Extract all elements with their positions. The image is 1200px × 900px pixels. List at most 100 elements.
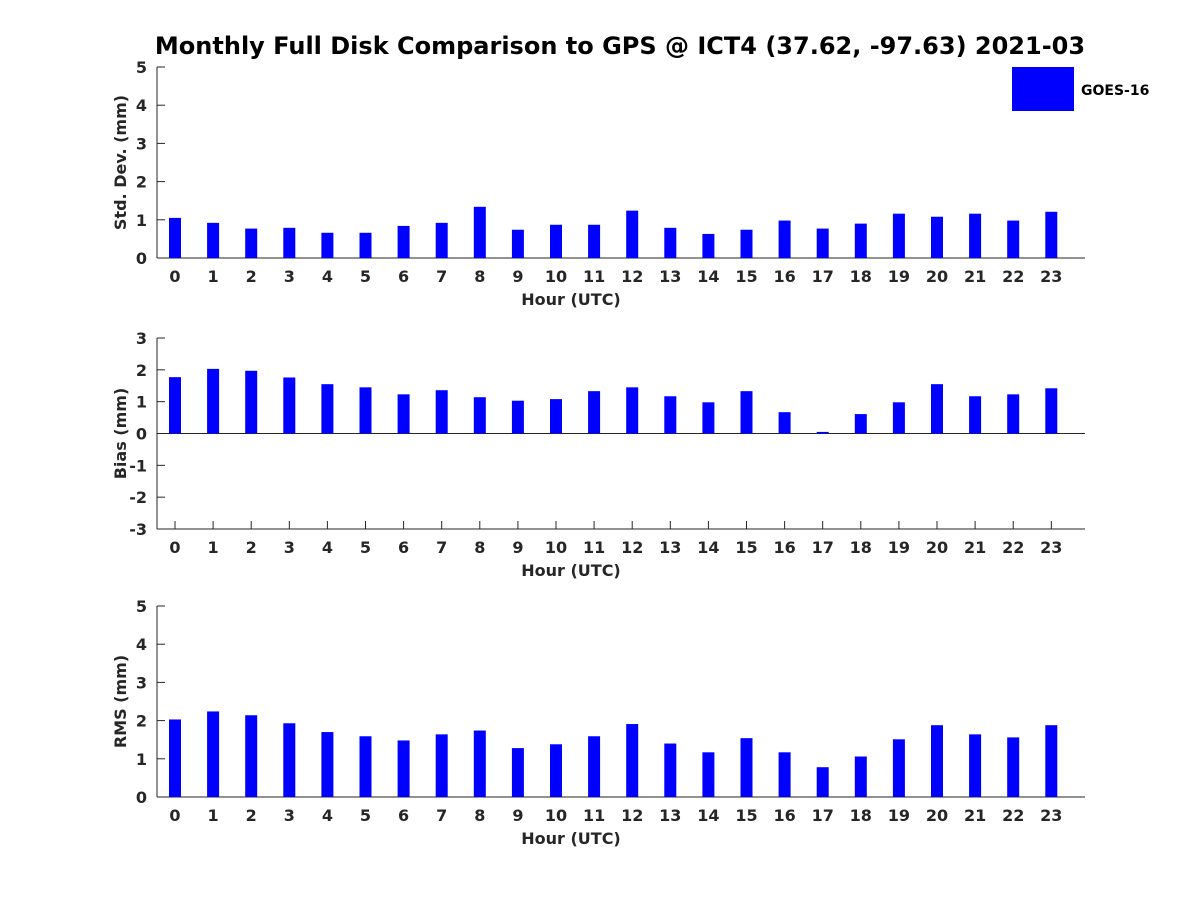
x-axis-label: Hour (UTC)	[521, 561, 621, 580]
y-tick-label: 3	[136, 134, 147, 153]
bar	[778, 752, 791, 797]
bar	[892, 739, 905, 797]
y-tick-label: 2	[136, 173, 147, 192]
bar	[854, 414, 867, 434]
bar	[321, 732, 334, 797]
bar	[664, 227, 677, 258]
bar	[283, 227, 296, 258]
y-tick-label: 2	[136, 361, 147, 380]
legend-label: GOES-16	[1081, 83, 1149, 99]
y-axis-label: Std. Dev. (mm)	[111, 95, 130, 230]
x-tick-label: 2	[246, 267, 257, 286]
x-tick-label: 15	[735, 267, 757, 286]
bar	[1045, 211, 1058, 258]
x-tick-label: 4	[322, 267, 333, 286]
x-axis-label: Hour (UTC)	[521, 829, 621, 848]
x-tick-label: 8	[474, 538, 485, 557]
x-tick-label: 0	[169, 806, 180, 825]
x-tick-label: 23	[1040, 267, 1062, 286]
x-tick-label: 3	[284, 267, 295, 286]
bar	[283, 377, 296, 434]
bar	[359, 736, 372, 797]
bar	[435, 390, 448, 434]
x-tick-label: 2	[246, 806, 257, 825]
x-tick-label: 17	[812, 267, 834, 286]
bar	[816, 767, 829, 797]
x-tick-label: 13	[659, 806, 681, 825]
x-tick-label: 11	[583, 806, 605, 825]
y-axis-label: Bias (mm)	[111, 388, 130, 480]
bar	[664, 743, 677, 797]
bar	[245, 715, 258, 797]
bar	[359, 232, 372, 258]
y-tick-label: 1	[136, 211, 147, 230]
bar	[169, 719, 181, 797]
x-tick-label: 15	[735, 538, 757, 557]
y-tick-label: 0	[136, 249, 147, 268]
x-tick-label: 21	[964, 538, 986, 557]
x-tick-label: 7	[436, 267, 447, 286]
bar	[397, 394, 410, 434]
y-axis-label: RMS (mm)	[111, 655, 130, 748]
bar	[511, 748, 524, 797]
x-axis-label: Hour (UTC)	[521, 290, 621, 309]
bar	[283, 723, 296, 797]
x-tick-label: 12	[621, 538, 643, 557]
x-tick-label: 15	[735, 806, 757, 825]
y-tick-label: 2	[136, 712, 147, 731]
bar	[473, 206, 486, 258]
legend-swatch	[1012, 67, 1074, 111]
x-tick-label: 5	[360, 538, 371, 557]
x-tick-label: 9	[512, 538, 523, 557]
bar	[778, 412, 791, 434]
bar	[664, 396, 677, 434]
bar	[245, 228, 258, 258]
bar	[1045, 388, 1058, 434]
x-tick-label: 6	[398, 806, 409, 825]
chart-title: Monthly Full Disk Comparison to GPS @ IC…	[155, 32, 1085, 60]
bar	[969, 734, 982, 797]
bar	[1007, 737, 1020, 797]
x-tick-label: 4	[322, 806, 333, 825]
x-tick-label: 4	[322, 538, 333, 557]
bar	[626, 210, 639, 258]
x-tick-label: 20	[926, 538, 948, 557]
x-tick-label: 16	[773, 267, 795, 286]
x-tick-label: 23	[1040, 538, 1062, 557]
x-tick-label: 17	[812, 538, 834, 557]
y-tick-label: 3	[136, 673, 147, 692]
bar	[473, 730, 486, 797]
x-tick-label: 18	[850, 806, 872, 825]
bar	[1045, 725, 1058, 797]
bar	[511, 400, 524, 434]
x-tick-label: 5	[360, 267, 371, 286]
bar	[892, 213, 905, 258]
bar	[397, 740, 410, 797]
bar	[359, 387, 372, 434]
x-tick-label: 19	[888, 267, 910, 286]
bar	[892, 402, 905, 434]
x-tick-label: 19	[888, 538, 910, 557]
y-tick-label: 4	[136, 96, 147, 115]
x-tick-label: 23	[1040, 806, 1062, 825]
bar	[169, 377, 181, 434]
bar	[435, 734, 448, 797]
x-tick-label: 9	[512, 267, 523, 286]
x-tick-label: 0	[169, 538, 180, 557]
x-tick-label: 21	[964, 267, 986, 286]
bar	[1007, 394, 1020, 434]
x-tick-label: 18	[850, 267, 872, 286]
x-tick-label: 12	[621, 267, 643, 286]
bar	[321, 232, 334, 258]
x-tick-label: 11	[583, 267, 605, 286]
x-tick-label: 2	[246, 538, 257, 557]
legend: GOES-16	[1012, 67, 1149, 111]
bar	[321, 384, 334, 434]
x-tick-label: 1	[208, 806, 219, 825]
bar	[397, 225, 410, 258]
bar	[816, 228, 829, 258]
